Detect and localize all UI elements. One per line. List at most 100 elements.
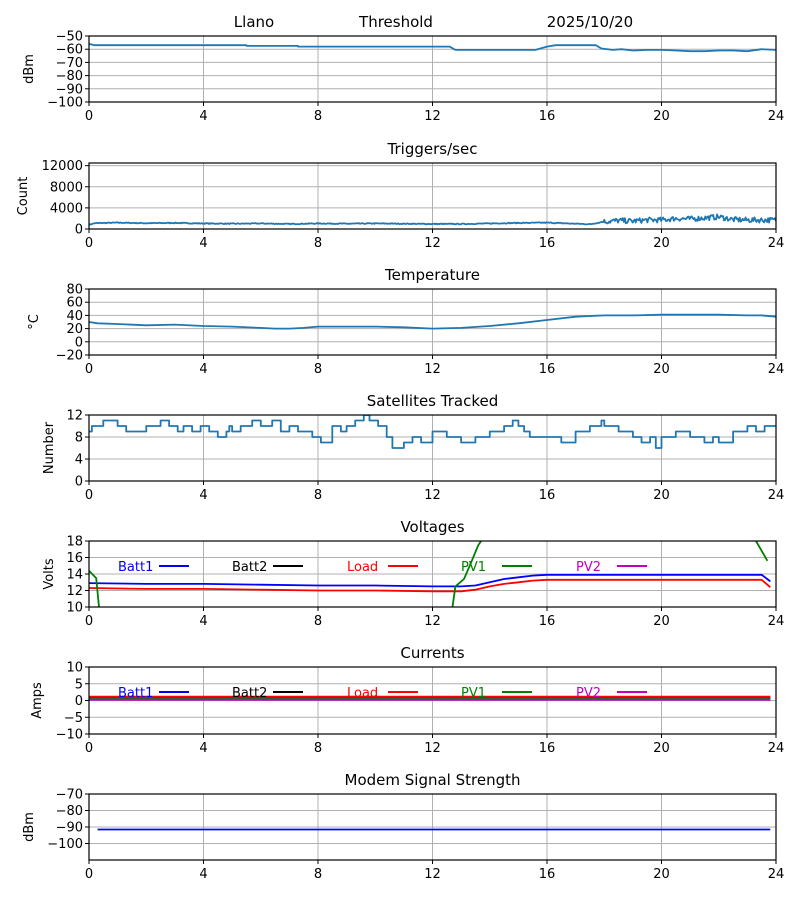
subplot-triggers: 0 4 8 12 16 20 24 12000 8000 4000 0 Count Triggers/s…	[16, 140, 784, 251]
series-line-pv1a	[89, 570, 100, 607]
y-tick-label: 4000	[50, 201, 83, 216]
y-tick-label: 14	[66, 568, 83, 583]
y-axis-label: Amps	[30, 682, 45, 719]
series-line-triggers	[89, 213, 776, 226]
y-tick-label: 8000	[50, 180, 83, 195]
x-tick-label: 8	[314, 867, 322, 882]
x-tick-label: 4	[199, 614, 207, 629]
x-tick-label: 8	[314, 741, 322, 756]
x-tick-label: 8	[314, 362, 322, 377]
y-tick-label: 8	[75, 431, 83, 446]
y-tick-label: 12	[66, 584, 83, 599]
y-tick-label: 12000	[42, 159, 83, 174]
y-axis-label: °C	[27, 314, 42, 330]
series-line-pv1c	[755, 541, 769, 562]
x-tick-label: 16	[539, 362, 556, 377]
legend-label-batt2: Batt2	[232, 686, 267, 701]
x-tick-label: 0	[85, 614, 93, 629]
series-group-voltages	[89, 541, 771, 607]
x-tick-label: 0	[85, 741, 93, 756]
subplot-title: Triggers/sec	[387, 140, 478, 158]
y-tick-label: −80	[56, 804, 83, 819]
y-axis-label: Volts	[42, 558, 57, 590]
y-tick-label: 18	[66, 535, 83, 550]
y-tick-label: 80	[66, 283, 83, 298]
y-tick-label: −80	[56, 69, 83, 84]
series-group-satellites	[89, 415, 776, 449]
series-line-threshold	[89, 43, 776, 53]
x-tick-label: 16	[539, 109, 556, 124]
x-tick-label: 24	[768, 741, 785, 756]
legend-voltages: Batt1 Batt2 Load PV1 PV2	[118, 560, 647, 575]
x-tick-label: 4	[199, 236, 207, 251]
legend-label-batt2: Batt2	[232, 560, 267, 575]
x-tick-label: 0	[85, 362, 93, 377]
series-line-temperature	[89, 313, 776, 330]
x-tick-label: 16	[539, 867, 556, 882]
x-tick-label: 4	[199, 362, 207, 377]
subplot-title: Satellites Tracked	[367, 392, 498, 410]
y-tick-label: 10	[66, 601, 83, 616]
x-tick-label: 8	[314, 236, 322, 251]
x-tick-label: 24	[768, 867, 785, 882]
series-line-pv1b	[451, 541, 482, 607]
series-line-batt1	[89, 573, 771, 588]
series-group-temperature	[89, 313, 776, 330]
subplot-title: Modem Signal Strength	[345, 771, 521, 789]
y-tick-label: 0	[75, 694, 83, 709]
y-tick-label: −90	[56, 82, 83, 97]
legend-label-batt1: Batt1	[118, 560, 153, 575]
series-group-currents	[89, 695, 771, 701]
x-tick-label: 16	[539, 741, 556, 756]
subplot-modem: 0 4 8 12 16 20 24 −70−80 −90−100 dBm Modem Signal …	[22, 771, 784, 882]
legend-currents: Batt1 Batt2 Load PV1 PV2	[118, 686, 647, 701]
legend-label-load: Load	[347, 686, 378, 701]
x-tick-label: 12	[424, 362, 441, 377]
legend-label-load: Load	[347, 560, 378, 575]
x-tick-label: 24	[768, 236, 785, 251]
x-tick-label: 20	[653, 236, 670, 251]
x-tick-label: 8	[314, 109, 322, 124]
y-tick-label: −70	[56, 56, 83, 71]
x-tick-label: 4	[199, 488, 207, 503]
x-tick-label: 16	[539, 236, 556, 251]
series-line-satellites	[89, 415, 776, 449]
subplot-title: Temperature	[384, 266, 480, 284]
grid-satellites	[88, 414, 777, 482]
y-axis-label: dBm	[22, 54, 37, 84]
y-axis-label: Count	[16, 177, 31, 216]
station-title: Llano	[234, 13, 274, 31]
subplot-threshold: 0 4 8 12 16 20 24 −50−60−70−80−90−100 dBm	[22, 30, 784, 125]
y-tick-label: −10	[56, 728, 83, 743]
y-tick-label: −60	[56, 43, 83, 58]
y-tick-label: 0	[75, 475, 83, 490]
x-tick-label: 20	[653, 488, 670, 503]
y-tick-label: −5	[64, 711, 83, 726]
y-tick-label: 10	[66, 661, 83, 676]
x-tick-label: 20	[653, 741, 670, 756]
x-tick-label: 8	[314, 614, 322, 629]
date-title: 2025/10/20	[547, 13, 633, 31]
x-tick-label: 12	[424, 109, 441, 124]
y-tick-label: −70	[56, 788, 83, 803]
x-tick-label: 12	[424, 867, 441, 882]
series-group-triggers	[89, 213, 776, 226]
x-tick-label: 0	[85, 236, 93, 251]
y-tick-label: −100	[47, 837, 83, 852]
series-line-load	[89, 578, 771, 593]
y-tick-label: −20	[56, 349, 83, 364]
subplot-title: Voltages	[400, 518, 464, 536]
x-tick-label: 24	[768, 488, 785, 503]
x-tick-label: 0	[85, 867, 93, 882]
grid-temperature	[88, 288, 777, 356]
y-tick-label: 12	[66, 409, 83, 424]
legend-label-pv1: PV1	[461, 560, 486, 575]
x-tick-label: 12	[424, 488, 441, 503]
x-tick-label: 24	[768, 109, 785, 124]
y-tick-label: −50	[56, 30, 83, 45]
y-tick-label: 60	[66, 296, 83, 311]
